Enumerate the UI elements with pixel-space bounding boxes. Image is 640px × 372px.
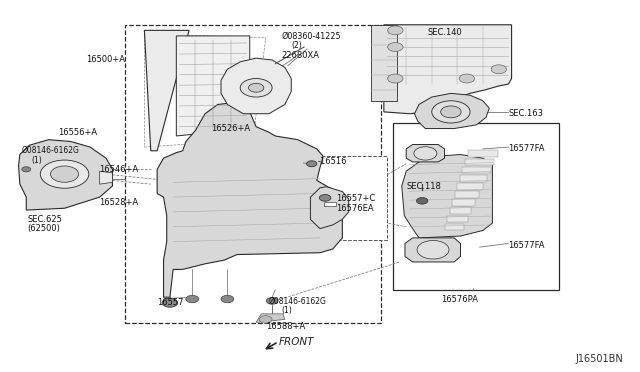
- Polygon shape: [467, 150, 498, 157]
- Text: Ø08360-41225: Ø08360-41225: [282, 31, 341, 41]
- Circle shape: [221, 295, 234, 303]
- Polygon shape: [405, 238, 461, 262]
- Text: 16546+A: 16546+A: [99, 165, 138, 174]
- Circle shape: [51, 166, 79, 182]
- Circle shape: [432, 101, 470, 123]
- Text: 16576EA: 16576EA: [336, 204, 374, 213]
- Circle shape: [248, 83, 264, 92]
- Polygon shape: [465, 158, 494, 165]
- Circle shape: [388, 74, 403, 83]
- Polygon shape: [157, 103, 342, 297]
- Text: SEC.140: SEC.140: [428, 28, 462, 37]
- Circle shape: [491, 65, 506, 74]
- Circle shape: [259, 316, 272, 323]
- Circle shape: [460, 74, 474, 83]
- Circle shape: [266, 298, 278, 304]
- Polygon shape: [402, 154, 492, 238]
- Polygon shape: [452, 199, 475, 206]
- Bar: [125, 25, 381, 323]
- Text: SEC.118: SEC.118: [406, 182, 441, 190]
- Polygon shape: [227, 86, 256, 105]
- Polygon shape: [256, 314, 285, 323]
- Text: -16516: -16516: [318, 157, 348, 166]
- Polygon shape: [415, 93, 489, 129]
- Polygon shape: [19, 140, 113, 210]
- Text: 16528+A: 16528+A: [99, 198, 138, 207]
- Text: 16588+A: 16588+A: [266, 322, 305, 331]
- Text: 16526+A: 16526+A: [211, 124, 250, 133]
- Text: (2): (2): [291, 41, 302, 51]
- Circle shape: [388, 26, 403, 35]
- Circle shape: [441, 106, 461, 118]
- Circle shape: [40, 160, 89, 188]
- Text: (1): (1): [31, 155, 42, 164]
- Polygon shape: [176, 36, 250, 136]
- Text: 16557+C: 16557+C: [336, 194, 375, 203]
- Polygon shape: [455, 191, 479, 198]
- Text: 16577FA: 16577FA: [508, 144, 545, 153]
- Text: (1): (1): [282, 306, 292, 315]
- Text: Ø08146-6162G: Ø08146-6162G: [269, 296, 327, 305]
- Circle shape: [417, 198, 428, 204]
- Polygon shape: [371, 25, 397, 101]
- Circle shape: [240, 78, 272, 97]
- Circle shape: [22, 167, 31, 172]
- Polygon shape: [450, 208, 471, 214]
- Polygon shape: [384, 25, 511, 114]
- Circle shape: [319, 195, 331, 201]
- Circle shape: [388, 42, 403, 51]
- Polygon shape: [145, 31, 189, 151]
- Text: 22680XA: 22680XA: [282, 51, 320, 60]
- Circle shape: [307, 161, 317, 167]
- Text: FRONT: FRONT: [278, 337, 314, 347]
- Polygon shape: [460, 175, 486, 182]
- Text: 16557: 16557: [157, 298, 184, 307]
- Bar: [291, 156, 387, 240]
- Text: 16500+A: 16500+A: [86, 55, 125, 64]
- Text: 16577FA: 16577FA: [508, 241, 545, 250]
- Polygon shape: [447, 216, 467, 222]
- Polygon shape: [463, 167, 490, 173]
- Bar: [394, 123, 559, 290]
- Text: 16576PA: 16576PA: [442, 295, 478, 304]
- Circle shape: [417, 240, 449, 259]
- Text: (62500): (62500): [28, 224, 60, 233]
- Text: Ø08146-6162G: Ø08146-6162G: [22, 146, 79, 155]
- Circle shape: [163, 298, 177, 307]
- Text: J16501BN: J16501BN: [575, 354, 623, 364]
- Text: SEC.163: SEC.163: [508, 109, 543, 118]
- Text: 16556+A: 16556+A: [58, 128, 97, 137]
- Polygon shape: [458, 183, 483, 190]
- Polygon shape: [100, 171, 113, 184]
- Circle shape: [414, 147, 437, 160]
- Polygon shape: [445, 224, 464, 231]
- Polygon shape: [406, 144, 445, 162]
- Polygon shape: [221, 58, 291, 114]
- Text: SEC.625: SEC.625: [28, 215, 62, 224]
- Polygon shape: [324, 202, 336, 206]
- Circle shape: [186, 295, 198, 303]
- Polygon shape: [310, 187, 349, 229]
